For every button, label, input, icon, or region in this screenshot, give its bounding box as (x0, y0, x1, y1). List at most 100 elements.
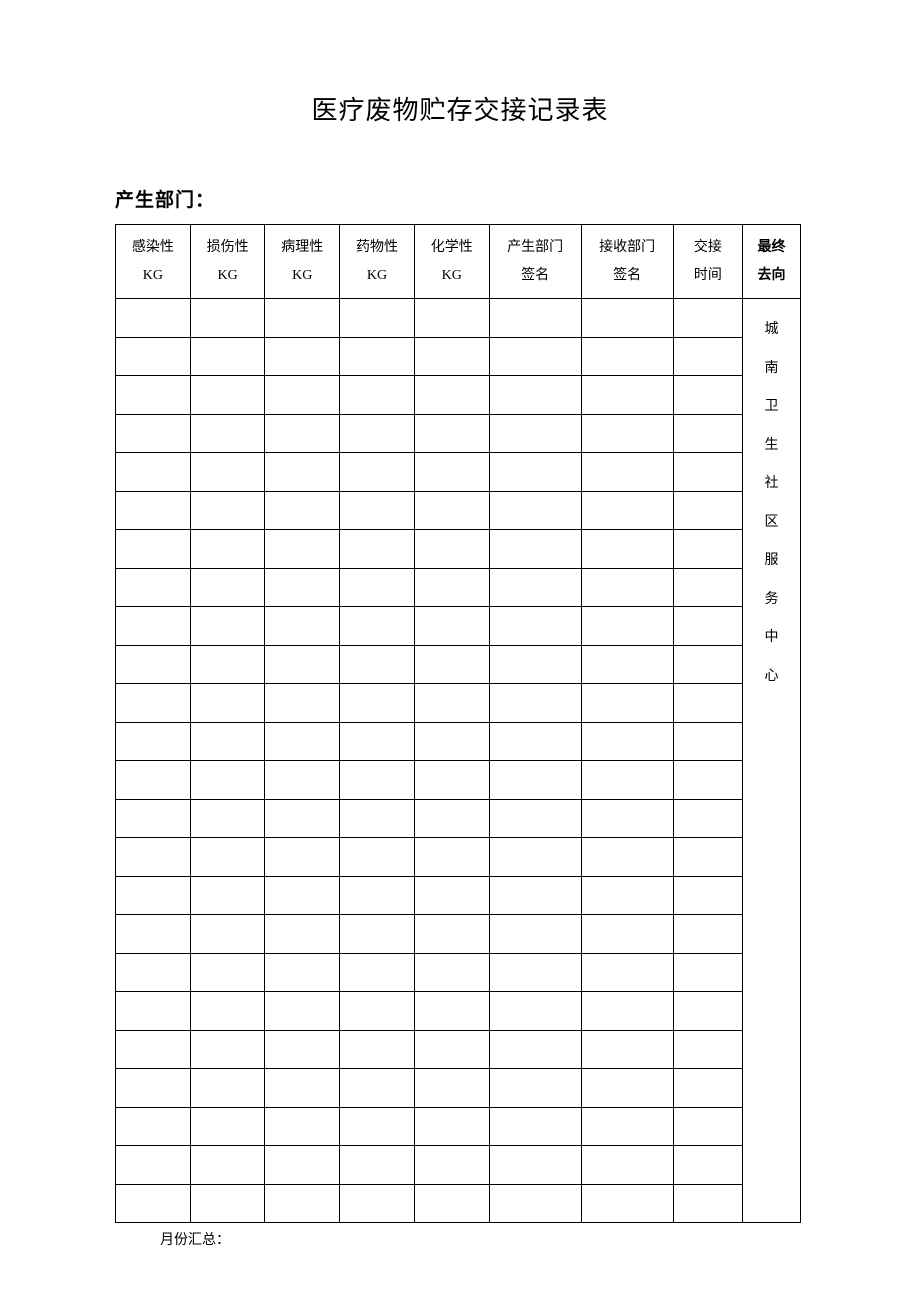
table-cell (116, 376, 191, 415)
table-cell (265, 1146, 340, 1185)
table-row (116, 299, 743, 338)
table-cell (489, 376, 581, 415)
footer-summary-label: 月份汇总： (160, 1229, 805, 1249)
table-cell (673, 491, 742, 530)
table-cell (190, 414, 265, 453)
header-line1: 感染性 (132, 240, 174, 255)
table-cell (190, 491, 265, 530)
table-row (116, 876, 743, 915)
table-cell (265, 568, 340, 607)
table-cell (190, 1030, 265, 1069)
table-row (116, 684, 743, 723)
table-cell (581, 1030, 673, 1069)
table-cell (673, 876, 742, 915)
table-cell (489, 645, 581, 684)
header-line2: KG (442, 268, 462, 283)
table-cell (489, 915, 581, 954)
table-cell (190, 645, 265, 684)
table-cell (116, 607, 191, 646)
table-cell (190, 915, 265, 954)
table-cell (116, 1107, 191, 1146)
table-row (116, 992, 743, 1031)
table-cell (673, 1030, 742, 1069)
table-cell (581, 645, 673, 684)
table-cell (116, 915, 191, 954)
table-row (116, 414, 743, 453)
table-cell (414, 414, 489, 453)
destination-char: 城 (765, 309, 779, 348)
header-line1: 接收部门 (599, 240, 655, 255)
table-cell (489, 1184, 581, 1223)
table-cell (340, 1184, 415, 1223)
table-cell (414, 1146, 489, 1185)
table-cell (489, 568, 581, 607)
table-cell (265, 1107, 340, 1146)
table-cell (265, 607, 340, 646)
table-cell (340, 530, 415, 569)
table-cell (265, 1030, 340, 1069)
table-cell (190, 1184, 265, 1223)
table-cell (265, 453, 340, 492)
table-cell (116, 568, 191, 607)
destination-body: 城南卫生社区服务中心 (743, 299, 800, 694)
table-cell (116, 799, 191, 838)
table-cell (340, 838, 415, 877)
table-cell (116, 1184, 191, 1223)
table-cell (489, 607, 581, 646)
table-cell (116, 1030, 191, 1069)
table-cell (265, 684, 340, 723)
table-cell (414, 684, 489, 723)
table-row (116, 799, 743, 838)
table-cell (673, 376, 742, 415)
table-cell (340, 414, 415, 453)
table-row (116, 607, 743, 646)
dest-header-line1: 最终 (758, 234, 786, 262)
table-cell (340, 799, 415, 838)
table-cell (116, 491, 191, 530)
table-cell (581, 1107, 673, 1146)
table-row (116, 491, 743, 530)
col-header-infectious: 感染性 KG (116, 225, 191, 299)
header-line2: 时间 (694, 268, 722, 283)
table-cell (190, 876, 265, 915)
table-cell (190, 1069, 265, 1108)
header-line2: KG (367, 268, 387, 283)
table-cell (489, 1030, 581, 1069)
table-cell (190, 722, 265, 761)
table-cell (265, 1184, 340, 1223)
table-cell (581, 491, 673, 530)
table-row (116, 1107, 743, 1146)
header-line1: 交接 (694, 240, 722, 255)
table-cell (116, 876, 191, 915)
header-line2: 签名 (521, 268, 549, 283)
table-cell (265, 722, 340, 761)
table-cell (581, 684, 673, 723)
table-cell (190, 453, 265, 492)
table-cell (673, 1184, 742, 1223)
table-header-row: 感染性 KG 损伤性 KG 病理性 KG 药物性 KG 化学性 KG 产生部门 … (116, 225, 743, 299)
table-cell (489, 414, 581, 453)
table-cell (116, 1069, 191, 1108)
table-cell (340, 1069, 415, 1108)
table-cell (489, 1146, 581, 1185)
table-cell (116, 684, 191, 723)
header-line1: 产生部门 (507, 240, 563, 255)
destination-char: 中 (765, 617, 779, 656)
table-cell (673, 915, 742, 954)
col-header-injurious: 损伤性 KG (190, 225, 265, 299)
table-cell (414, 337, 489, 376)
table-cell (489, 491, 581, 530)
table-cell (489, 337, 581, 376)
table-row (116, 953, 743, 992)
table-cell (581, 568, 673, 607)
table-cell (414, 761, 489, 800)
table-cell (340, 1030, 415, 1069)
table-cell (673, 684, 742, 723)
table-cell (414, 838, 489, 877)
table-cell (116, 838, 191, 877)
header-line2: KG (217, 268, 237, 283)
table-cell (673, 299, 742, 338)
table-cell (265, 838, 340, 877)
table-cell (581, 953, 673, 992)
header-line1: 病理性 (281, 240, 323, 255)
